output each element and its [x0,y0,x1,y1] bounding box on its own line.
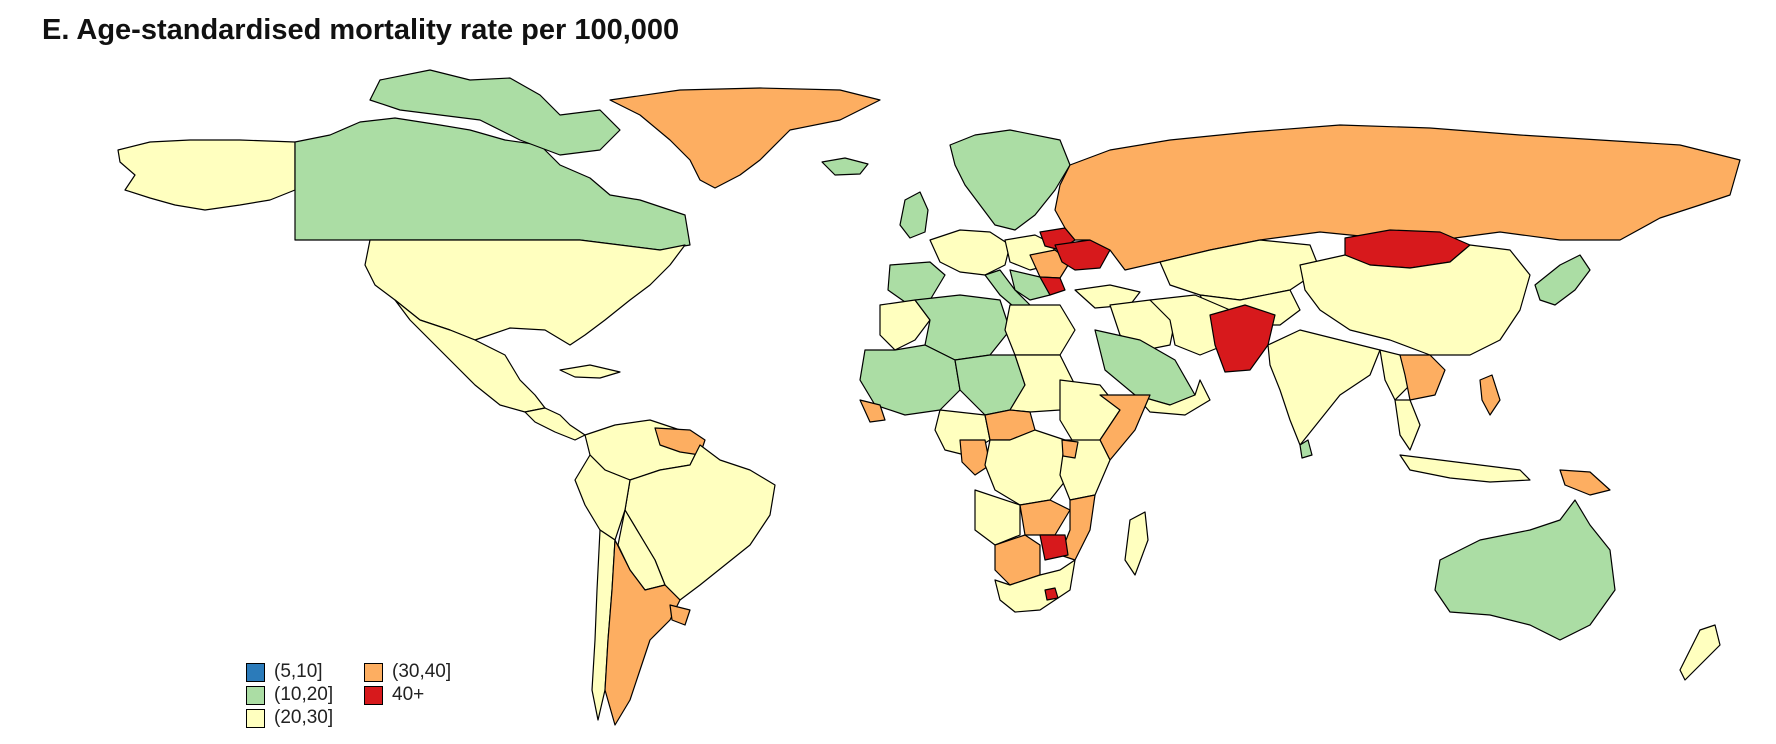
region-indochina [1399,354,1446,401]
region-western-europe [929,229,1011,276]
region-zimbabwe [1039,534,1069,561]
region-philippines [1479,374,1501,416]
legend-swatch [246,708,265,728]
region-canada-arctic-islands [369,69,621,156]
region-korea-japan [1534,254,1591,306]
legend-item-30-40: (30,40] [364,661,451,683]
region-iran [1149,294,1231,356]
region-iceland [821,157,869,176]
region-central-america [524,407,586,441]
region-drc [984,429,1071,506]
region-iberia [887,261,946,303]
region-cuba [559,364,621,379]
region-greenland [609,87,881,189]
region-afghanistan-pakistan [1209,304,1276,373]
region-gabon [959,439,991,476]
region-indonesia [1399,454,1531,483]
region-china [1299,244,1531,356]
region-bulgaria [1039,276,1066,296]
region-sudan [1009,354,1076,413]
region-scandinavia [949,129,1071,231]
legend-item-5-10: (5,10] [246,661,323,683]
legend-swatch [246,685,265,705]
region-uganda [1061,439,1079,459]
legend-label: (10,20] [274,684,334,705]
region-sri-lanka [1299,439,1313,459]
region-sierra-leone-liberia [859,399,886,423]
region-zambia [1019,499,1071,536]
region-usa [364,239,686,346]
region-argentina [604,539,681,726]
legend-swatch [364,662,383,682]
region-yemen-oman [1134,379,1211,416]
region-uk [899,191,929,239]
legend-swatch [364,685,383,705]
region-egypt [1004,304,1076,356]
region-india [1267,329,1381,446]
map-title: E. Age-standardised mortality rate per 1… [42,14,680,46]
region-angola [974,489,1021,546]
legend-label: 40+ [392,684,425,705]
region-turkey [1074,284,1141,309]
region-alaska [117,139,296,211]
region-west-africa [859,344,961,416]
region-papua-new-guinea [1559,469,1611,496]
legend-item-10-20: (10,20] [246,684,333,706]
region-australia [1434,499,1616,641]
region-thailand-malaysia [1394,399,1421,451]
legend-item-40-plus: 40+ [364,684,424,706]
region-new-zealand [1679,624,1721,681]
region-canada [294,117,691,251]
region-russia [1054,124,1741,271]
legend-swatch [246,662,265,682]
legend-label: (5,10] [274,661,323,682]
legend-item-20-30: (20,30] [246,707,333,729]
region-lesotho [1044,587,1059,601]
region-madagascar [1124,511,1149,576]
region-uruguay [669,604,691,626]
legend-label: (30,40] [392,661,452,682]
legend-label: (20,30] [274,707,334,728]
